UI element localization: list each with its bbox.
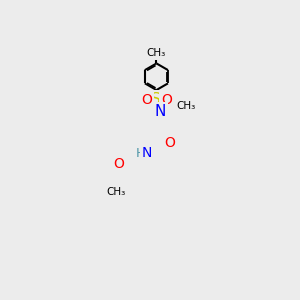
Text: N: N	[154, 104, 166, 119]
Text: O: O	[113, 157, 124, 171]
Text: O: O	[164, 136, 175, 150]
Text: N: N	[142, 146, 152, 161]
Text: CH₃: CH₃	[147, 48, 166, 58]
Text: CH₃: CH₃	[106, 187, 126, 197]
Text: O: O	[141, 93, 152, 107]
Text: H: H	[136, 147, 146, 160]
Text: O: O	[161, 93, 172, 107]
Text: S: S	[152, 92, 161, 107]
Text: CH₃: CH₃	[177, 101, 196, 111]
